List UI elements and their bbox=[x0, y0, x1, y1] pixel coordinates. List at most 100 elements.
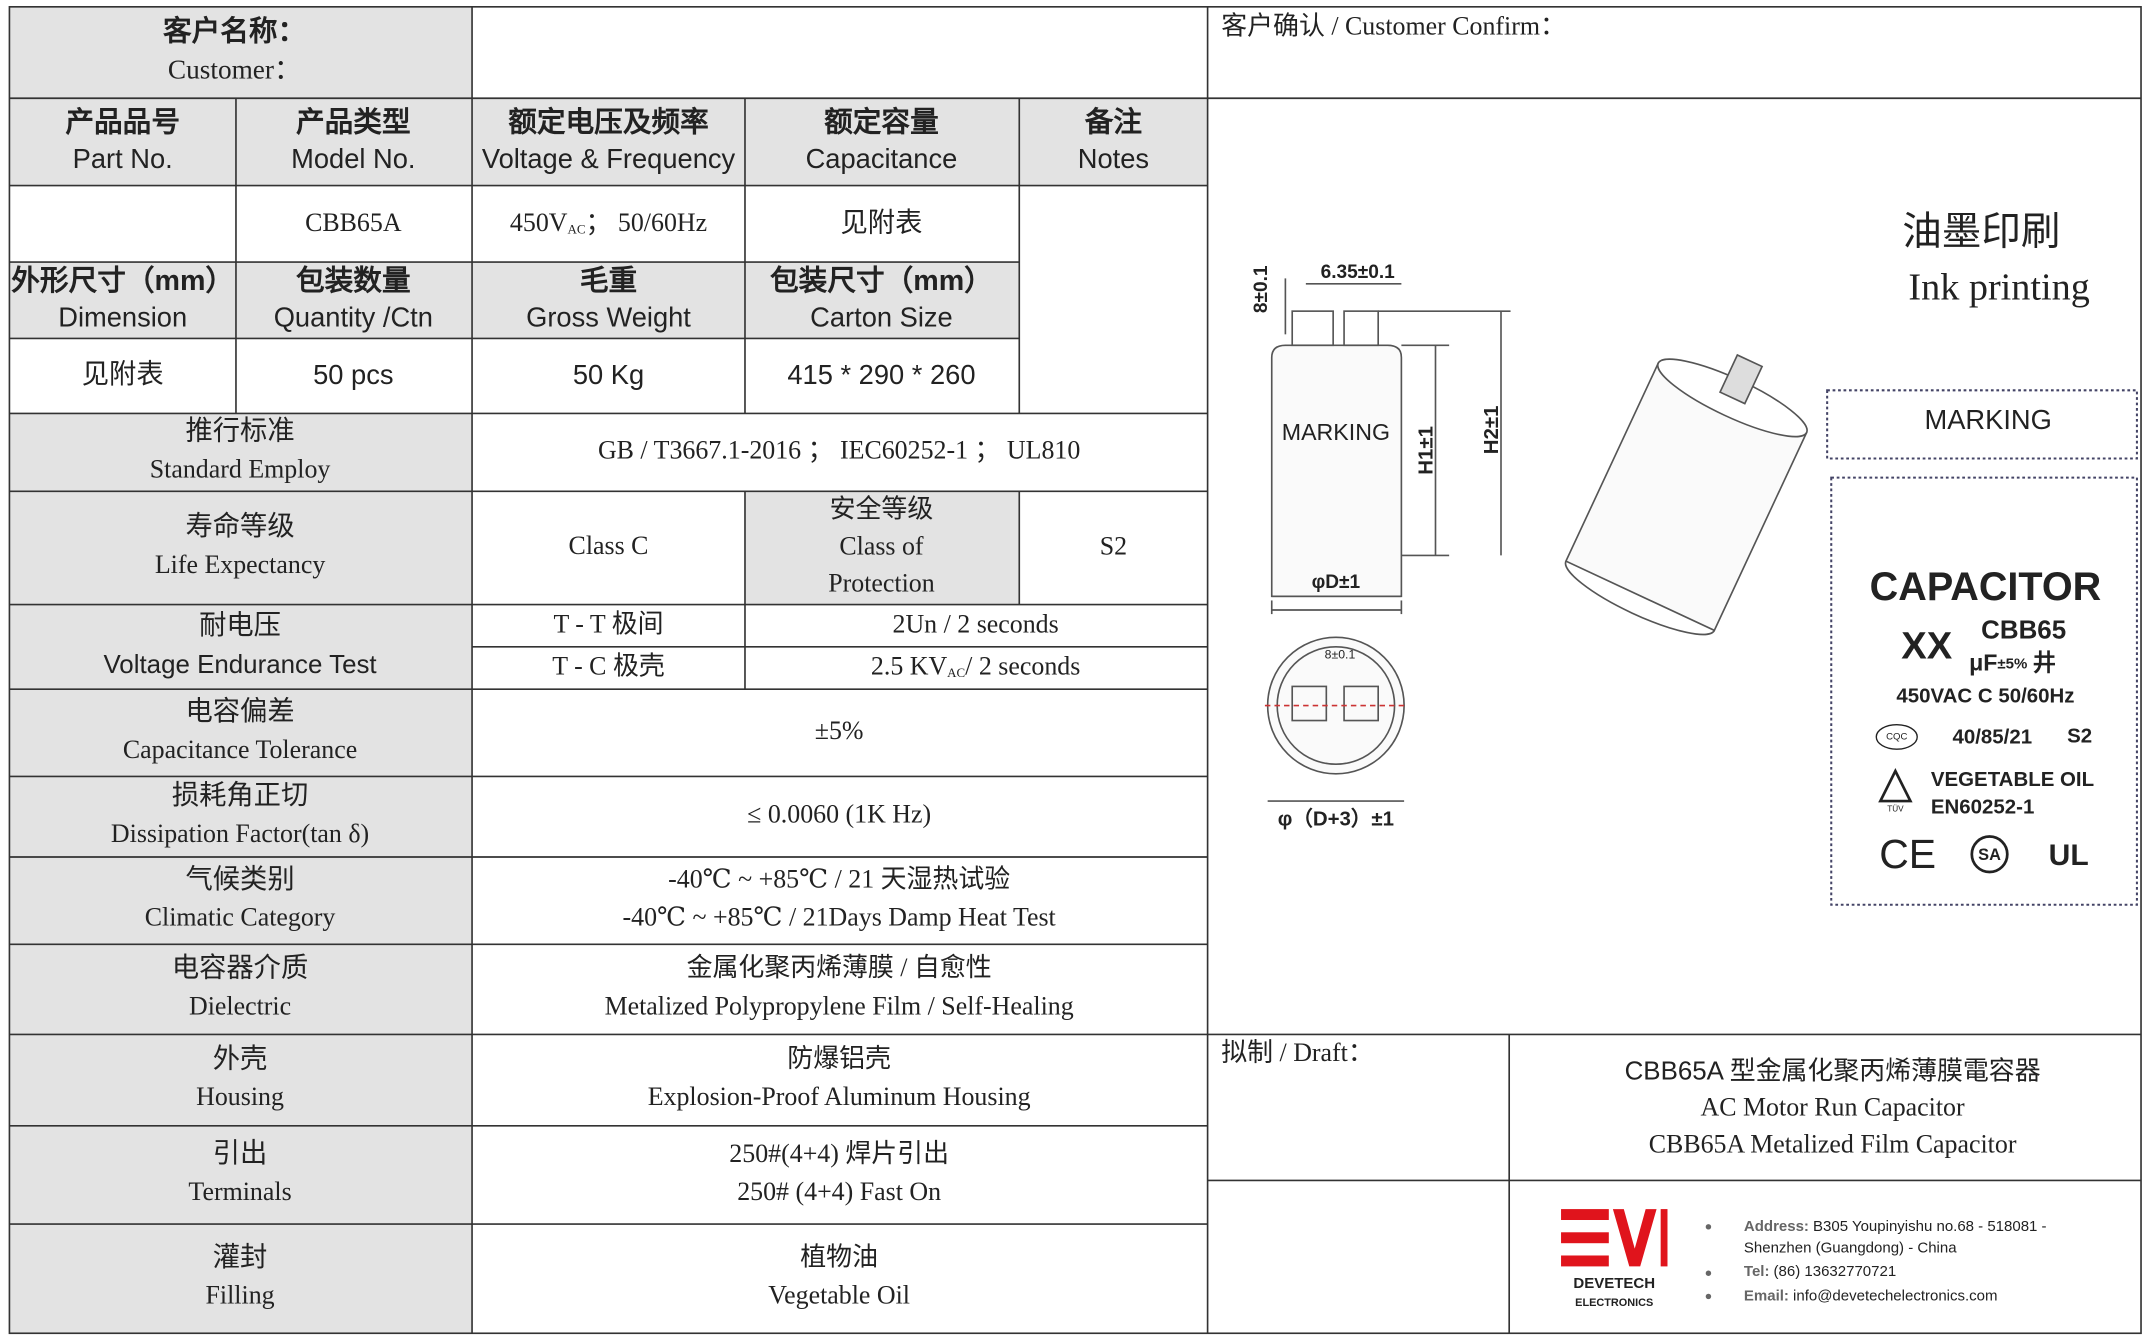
sa-mark-text: SA bbox=[1978, 846, 2001, 864]
contact-part: B305 Youpinyishu no.68 - 518081 - bbox=[1813, 1218, 2047, 1235]
rest: / 2 seconds bbox=[965, 652, 1080, 681]
safety-value: S2 bbox=[1100, 532, 1127, 561]
tuv-mark bbox=[1878, 767, 1913, 803]
ce-mark: CE bbox=[1879, 831, 1936, 877]
header-en: Gross Weight bbox=[526, 302, 691, 333]
spec-value: 防爆铝壳 bbox=[787, 1044, 891, 1073]
dimension: 8±0.1 bbox=[1325, 647, 1356, 661]
header-cn: 产品品号 bbox=[65, 107, 180, 139]
label-climatic: 40/85/21 bbox=[1952, 726, 2032, 749]
rest: ； 50/60Hz bbox=[586, 208, 708, 237]
contact-part: Address: bbox=[1744, 1218, 1809, 1235]
spec-value: 植物油 bbox=[800, 1243, 878, 1272]
dimension: H1±1 bbox=[1415, 426, 1438, 475]
spec-value: Metalized Polypropylene Film / Self-Heal… bbox=[605, 991, 1074, 1020]
spec-label-en: Housing bbox=[196, 1082, 284, 1111]
dimension: φ（D+3）±1 bbox=[1278, 808, 1394, 831]
header-cn: 备注 bbox=[1084, 106, 1143, 139]
header-cn: 毛重 bbox=[580, 265, 637, 297]
spec-value: -40℃ ~ +85℃ / 21 天湿热试验 bbox=[668, 865, 1010, 894]
contact-line: Address: B305 Youpinyishu no.68 - 518081 … bbox=[1744, 1218, 2047, 1235]
spec-value: GB / T3667.1-2016 ； IEC60252-1 ； UL810 bbox=[598, 435, 1080, 464]
spec-value: ≤ 0.0060 (1K Hz) bbox=[747, 800, 931, 829]
contact-part: info@devetechelectronics.com bbox=[1793, 1287, 1997, 1304]
unit: μF bbox=[1969, 650, 1997, 676]
spec-label-en: Voltage Endurance Test bbox=[103, 651, 377, 679]
spec-label-cn: 引出 bbox=[213, 1138, 268, 1168]
spec-label-en: Dissipation Factor(tan δ) bbox=[111, 819, 369, 848]
cqc-mark bbox=[1875, 723, 1918, 750]
spec-label-en: Dielectric bbox=[189, 991, 291, 1020]
contact-part: Tel: bbox=[1744, 1263, 1770, 1280]
spec-label-cn: 外壳 bbox=[213, 1043, 268, 1073]
tolerance: ±5% bbox=[1997, 656, 2027, 673]
header-cn: 产品类型 bbox=[296, 107, 411, 139]
label-cap: XX bbox=[1901, 624, 1952, 667]
product-title: CBB65A Metalized Film Capacitor bbox=[1649, 1129, 2017, 1158]
sub-text: 450VAC； 50/60Hz bbox=[510, 208, 707, 237]
test-terms: T - C 极壳 bbox=[552, 652, 665, 681]
packing-value: 见附表 bbox=[82, 359, 164, 389]
header-cn: 额定电压及频率 bbox=[508, 106, 708, 139]
model: CBB65A bbox=[305, 208, 402, 237]
ink-marking: MARKING bbox=[1925, 404, 2052, 435]
contact-part: (86) 13632770721 bbox=[1774, 1263, 1897, 1280]
spec-value: Class C bbox=[569, 531, 649, 560]
ul-mark: UL bbox=[2049, 839, 2089, 872]
customer-label: Customer： bbox=[168, 55, 301, 85]
ink-en: Ink printing bbox=[1908, 266, 2089, 308]
spec-label-en: Life Expectancy bbox=[155, 550, 325, 579]
label-filling: VEGETABLE OIL bbox=[1931, 768, 2094, 791]
header-en: Capacitance bbox=[806, 143, 958, 174]
company-sub: ELECTRONICS bbox=[1575, 1297, 1653, 1309]
spec-label-en: Filling bbox=[206, 1281, 275, 1310]
dimension: 8±0.1 bbox=[1251, 265, 1272, 313]
spec-value: Vegetable Oil bbox=[768, 1281, 910, 1310]
packing-value: 415 * 290 * 260 bbox=[787, 359, 975, 390]
spec-label-cn: 推行标准 bbox=[185, 416, 294, 446]
subscript: AC bbox=[947, 665, 965, 680]
label-model: CBB65 bbox=[1981, 617, 2066, 645]
header-en: Quantity /Ctn bbox=[274, 302, 433, 333]
value: 450V bbox=[510, 208, 568, 237]
packing-value: 50 Kg bbox=[573, 359, 644, 390]
header-en: Carton Size bbox=[810, 302, 953, 333]
header-en: Part No. bbox=[73, 143, 173, 174]
sub-text: 2.5 KVAC/ 2 seconds bbox=[871, 652, 1080, 681]
contact-line: Shenzhen (Guangdong) - China bbox=[1744, 1240, 1957, 1257]
header-en: Model No. bbox=[291, 143, 415, 174]
spec-label-cn: 寿命等级 bbox=[185, 511, 294, 541]
label-safety: S2 bbox=[2067, 724, 2092, 747]
test-value: 2Un / 2 seconds bbox=[892, 609, 1058, 638]
label-title: CAPACITOR bbox=[1870, 565, 2102, 609]
draft-label: 拟制 / Draft： bbox=[1221, 1038, 1374, 1067]
contact-part: Email: bbox=[1744, 1287, 1789, 1304]
contact-line: Email: info@devetechelectronics.com bbox=[1744, 1287, 1998, 1304]
label-rating: 450VAC C 50/60Hz bbox=[1896, 685, 2074, 708]
spec-label-cn: 损耗角正切 bbox=[172, 780, 308, 810]
safety-label: Protection bbox=[828, 568, 935, 597]
spec-label-cn: 电容偏差 bbox=[185, 696, 294, 726]
ink-cn: 油墨印刷 bbox=[1902, 210, 2060, 254]
tuv: TÜV bbox=[1887, 803, 1904, 813]
logo bbox=[1561, 1209, 1668, 1267]
company-name: DEVETECH bbox=[1573, 1275, 1655, 1292]
spec-value: -40℃ ~ +85℃ / 21Days Damp Heat Test bbox=[623, 903, 1057, 932]
header-cn: 外形尺寸（mm） bbox=[11, 264, 234, 297]
spec-value: 金属化聚丙烯薄膜 / 自愈性 bbox=[687, 953, 992, 982]
value: 2.5 KV bbox=[871, 652, 948, 681]
bullets bbox=[1705, 1224, 1712, 1300]
test-terms: T - T 极间 bbox=[553, 609, 663, 638]
header-cn: 包装数量 bbox=[296, 264, 411, 297]
header-cn: 包装尺寸（mm） bbox=[770, 264, 993, 297]
safety-label: 安全等级 bbox=[830, 495, 934, 524]
dimension: H2±1 bbox=[1480, 405, 1503, 454]
cqc: CQC bbox=[1886, 731, 1907, 742]
ink-boxes bbox=[1826, 389, 2138, 906]
marking: MARKING bbox=[1282, 419, 1390, 445]
customer-label: 客户名称： bbox=[163, 15, 306, 48]
spec-label-en: Standard Employ bbox=[150, 454, 331, 483]
label-standard: EN60252-1 bbox=[1931, 795, 2034, 818]
